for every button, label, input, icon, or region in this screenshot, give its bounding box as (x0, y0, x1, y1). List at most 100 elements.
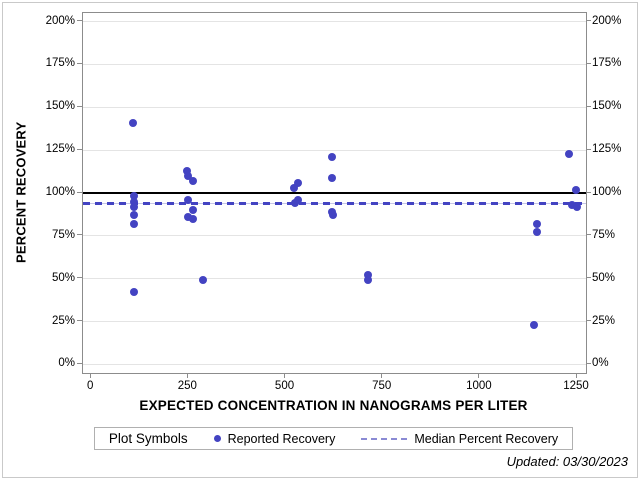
y-tick-label: 125% (45, 143, 75, 156)
y-tick-label: 150% (592, 100, 622, 113)
data-point (128, 118, 137, 127)
x-tick-label: 0 (86, 380, 94, 392)
data-point (291, 199, 300, 208)
y-tick-label: 50% (51, 271, 75, 284)
data-point (327, 173, 336, 182)
data-point (129, 288, 138, 297)
legend: Plot Symbols Reported Recovery Median Pe… (82, 427, 585, 450)
y-gridline (83, 235, 586, 237)
y-tick-label: 75% (592, 228, 616, 241)
legend-entry-median-recovery: Median Percent Recovery (361, 432, 558, 446)
y-tick-right (586, 148, 591, 150)
x-tick-label: 750 (372, 380, 392, 392)
data-point (129, 192, 138, 201)
data-point (130, 197, 139, 206)
y-tick-right (586, 20, 591, 22)
y-gridline (83, 363, 586, 365)
data-point (182, 166, 191, 175)
y-tick-right (586, 362, 591, 364)
y-tick-right (586, 62, 591, 64)
y-tick-label: 100% (592, 186, 622, 198)
y-tick-left (77, 191, 82, 193)
plot-area (82, 12, 587, 374)
data-point (363, 271, 372, 280)
data-point (573, 202, 582, 211)
y-tick-left (77, 62, 82, 64)
reference-line-target-100-percent (83, 192, 586, 194)
x-tick-label: 1250 (563, 380, 589, 392)
y-axis-title: PERCENT RECOVERY (13, 121, 29, 263)
y-tick-left (77, 105, 82, 107)
data-point (129, 202, 138, 211)
x-tick-label: 1000 (466, 380, 492, 392)
y-tick-label: 175% (45, 57, 75, 70)
marker-swatch-icon (213, 435, 221, 442)
data-point (129, 219, 138, 228)
y-gridline (83, 63, 586, 65)
updated-date-note: Updated: 03/30/2023 (506, 454, 628, 469)
data-point (184, 195, 193, 204)
y-tick-label: 150% (45, 100, 75, 113)
y-tick-left (77, 234, 82, 236)
data-point (533, 219, 542, 228)
data-point (568, 201, 576, 209)
y-tick-label: 200% (592, 14, 622, 27)
y-tick-right (586, 234, 591, 236)
y-gridline (83, 21, 586, 23)
y-gridline (83, 321, 586, 323)
y-tick-left (77, 148, 82, 150)
y-gridline (83, 278, 586, 280)
y-tick-label: 100% (45, 186, 75, 198)
data-point (289, 183, 298, 192)
data-point (328, 211, 337, 220)
y-tick-label: 0% (58, 357, 75, 370)
y-tick-right (586, 277, 591, 279)
data-point (363, 276, 372, 285)
legend-title: Plot Symbols (108, 431, 188, 446)
data-point (183, 213, 192, 221)
data-point (571, 185, 580, 194)
y-tick-right (586, 320, 591, 322)
y-tick-left (77, 277, 82, 279)
data-point (564, 149, 573, 158)
x-axis-title: EXPECTED CONCENTRATION IN NANOGRAMS PER … (139, 398, 528, 413)
y-tick-left (77, 20, 82, 22)
y-gridline (83, 149, 586, 151)
y-tick-right (586, 191, 591, 193)
legend-entry-label: Median Percent Recovery (414, 431, 559, 446)
y-tick-label: 200% (45, 14, 75, 27)
y-tick-label: 50% (592, 271, 616, 284)
data-point (189, 177, 197, 185)
data-point (328, 153, 337, 161)
y-tick-label: 25% (51, 314, 75, 327)
y-tick-left (77, 362, 82, 364)
y-tick-left (77, 320, 82, 322)
legend-box: Plot Symbols Reported Recovery Median Pe… (93, 427, 574, 450)
dashed-line-swatch-icon (361, 437, 408, 440)
data-point (129, 211, 138, 220)
y-tick-label: 125% (592, 143, 622, 156)
x-tick (575, 373, 577, 378)
data-point (293, 178, 302, 187)
y-tick-label: 25% (592, 314, 616, 327)
x-tick (284, 373, 286, 378)
y-tick-right (586, 105, 591, 107)
data-point (532, 228, 541, 237)
x-tick (478, 373, 480, 378)
data-point (530, 321, 539, 329)
data-point (189, 206, 197, 215)
legend-entry-reported-recovery: Reported Recovery (213, 431, 336, 446)
data-point (189, 214, 198, 223)
y-tick-label: 0% (592, 357, 609, 370)
x-tick (186, 373, 188, 378)
y-gridline (83, 106, 586, 108)
data-point (198, 276, 207, 285)
data-point (183, 171, 192, 180)
y-tick-label: 175% (592, 57, 622, 70)
legend-entry-label: Reported Recovery (227, 431, 336, 446)
x-tick-label: 500 (274, 380, 295, 392)
x-tick-label: 250 (177, 380, 197, 392)
x-tick (381, 373, 383, 378)
y-tick-label: 75% (51, 228, 75, 241)
x-tick (89, 373, 91, 378)
